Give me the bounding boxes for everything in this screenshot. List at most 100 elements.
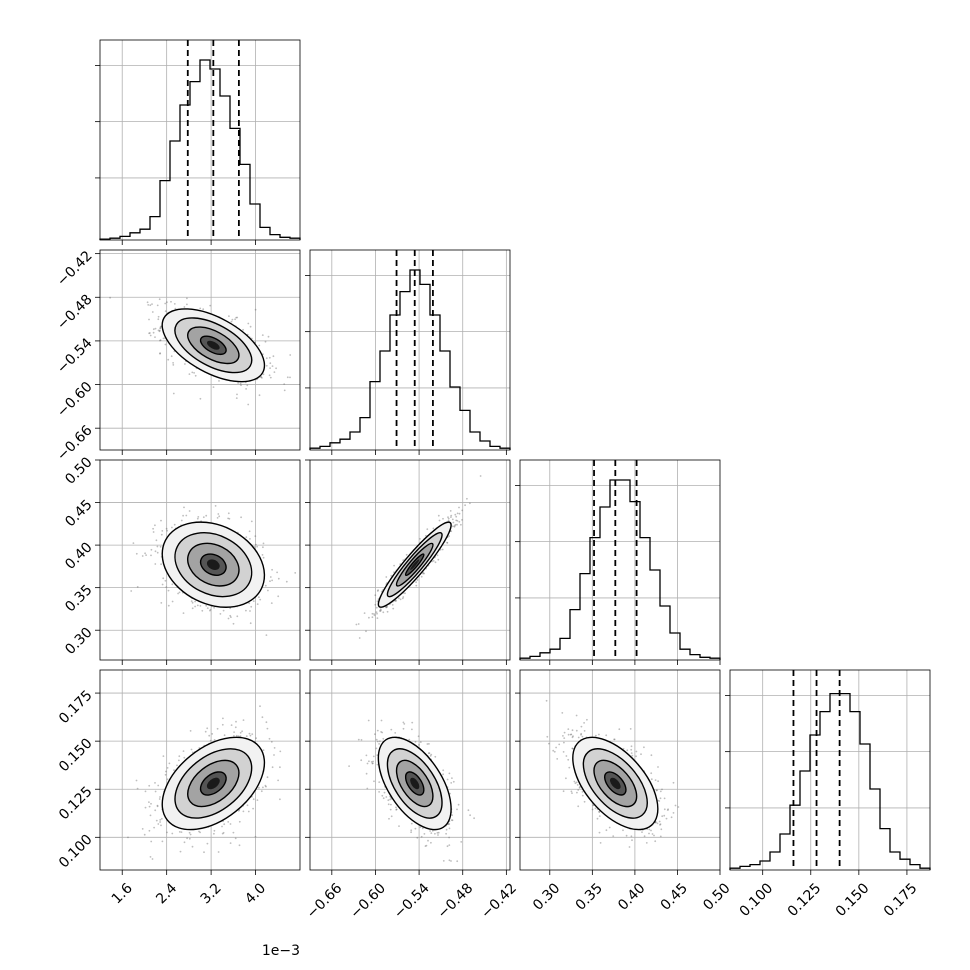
sample-point: [266, 776, 269, 779]
sample-point: [154, 336, 156, 338]
sample-point: [212, 386, 215, 388]
sample-point: [277, 577, 280, 580]
sample-point: [448, 535, 450, 537]
sample-point: [172, 392, 175, 395]
sample-point: [161, 583, 164, 586]
sample-point: [148, 784, 151, 787]
sample-point: [371, 616, 374, 619]
sample-point: [380, 609, 382, 611]
sample-point: [575, 781, 578, 784]
sample-point: [267, 335, 270, 338]
sample-point: [382, 737, 385, 740]
sample-point: [154, 809, 157, 812]
contour-line: [395, 759, 434, 808]
sample-point: [216, 727, 219, 730]
sample-point: [222, 717, 224, 720]
sample-point: [174, 307, 177, 310]
sample-point: [441, 548, 444, 551]
sample-point: [177, 592, 180, 595]
density-level: [410, 559, 420, 571]
sample-point: [622, 747, 625, 750]
sample-point: [254, 535, 257, 537]
sample-point: [561, 712, 564, 714]
panel-frame: [729, 669, 931, 871]
sample-point: [571, 736, 574, 739]
sample-point: [635, 750, 638, 753]
sample-point: [577, 736, 580, 739]
sample-point: [145, 554, 148, 556]
sample-point: [434, 755, 437, 758]
sample-point: [268, 374, 271, 377]
sample-point: [425, 534, 427, 537]
sample-point: [240, 516, 243, 519]
sample-point: [235, 734, 238, 737]
sample-point: [206, 607, 209, 609]
sample-point: [180, 519, 183, 522]
sample-point: [571, 747, 574, 750]
sample-point: [189, 833, 192, 836]
sample-point: [229, 614, 232, 617]
sample-point: [261, 554, 264, 556]
sample-point: [183, 506, 185, 509]
sample-point: [376, 590, 379, 592]
sample-point: [183, 841, 186, 844]
contour-line: [187, 542, 240, 587]
sample-point: [567, 758, 570, 761]
sample-point: [479, 475, 482, 477]
sample-point: [143, 833, 146, 836]
sample-point: [658, 820, 661, 823]
sample-point: [166, 301, 168, 304]
sample-point: [422, 572, 424, 575]
sample-point: [458, 506, 460, 509]
sample-point: [398, 597, 400, 600]
sample-point: [380, 719, 383, 722]
sample-point: [156, 545, 159, 548]
sample-point: [455, 519, 458, 522]
sample-point: [374, 603, 377, 606]
sample-point: [162, 337, 165, 340]
sample-point: [214, 505, 217, 507]
axis-offset-label: 1e−3: [262, 943, 300, 959]
sample-point: [227, 517, 230, 520]
sample-point: [135, 552, 138, 555]
sample-point: [268, 737, 271, 740]
sample-point: [658, 800, 661, 802]
sample-point: [378, 743, 380, 745]
sample-point: [199, 397, 202, 400]
sample-point: [450, 514, 453, 517]
sample-point: [373, 613, 375, 615]
sample-point: [191, 601, 194, 604]
sample-point: [180, 831, 183, 833]
sample-point: [628, 846, 631, 848]
sample-point: [381, 794, 384, 797]
sample-point: [570, 790, 573, 793]
sample-point: [217, 851, 220, 853]
sample-point: [382, 611, 385, 614]
sample-point: [149, 814, 152, 817]
sample-point: [265, 721, 268, 724]
sample-point: [289, 354, 292, 356]
sample-point: [148, 332, 151, 335]
sample-point: [648, 828, 651, 831]
sample-point: [626, 749, 629, 752]
contour-line: [377, 736, 452, 831]
sample-point: [230, 320, 233, 323]
sample-point: [659, 790, 662, 793]
sample-point: [286, 376, 289, 379]
sample-point: [420, 575, 423, 578]
sample-point: [188, 831, 191, 834]
x-tick-label: 3.2: [198, 880, 225, 907]
sample-point: [434, 561, 437, 564]
sample-point: [380, 731, 382, 733]
sample-point: [419, 826, 422, 828]
sample-point: [458, 512, 461, 515]
sample-point: [236, 615, 239, 618]
sample-point: [360, 739, 363, 741]
sample-point: [570, 733, 573, 736]
scatter-panel-3-0: [95, 669, 301, 875]
density-level: [206, 340, 220, 350]
sample-point: [437, 834, 439, 836]
sample-point: [414, 827, 417, 830]
sample-point: [161, 840, 164, 843]
